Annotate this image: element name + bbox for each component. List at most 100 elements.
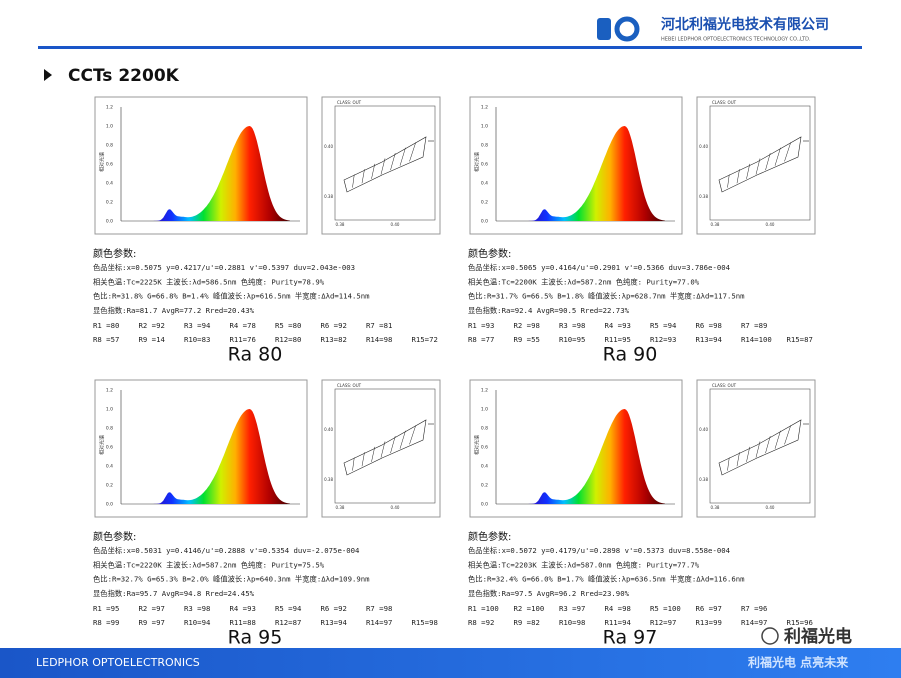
cri-value: R12=93 [650,335,676,344]
cri-value: R2 =98 [514,321,540,330]
cie-hatch [746,163,750,179]
cri-value: R4 =93 [230,604,256,613]
cie-x-tick: 0.38 [711,222,720,227]
params-heading: 颜色参数: [93,247,136,260]
caption: Ra 95 [228,627,283,649]
cri-value: R5 =94 [275,604,302,613]
cri-value: R7 =98 [366,604,392,613]
cie-x-tick: 0.40 [391,222,400,227]
cri-value: R15=98 [412,618,438,627]
cie-y-tick: 0.38 [699,194,708,199]
cie-hatch [361,169,365,184]
cri-value: R4 =93 [605,321,631,330]
cie-label: CLASS: OUT [712,100,737,105]
param-line: 色比:R=31.7% G=66.5% B=1.8% 峰值波长:λp=628.7n… [468,292,745,301]
cri-value: R14=98 [366,335,392,344]
cie-hatch [409,425,416,445]
spectrum [521,126,665,221]
logo [597,16,640,42]
cri-value: R6 =98 [696,321,722,330]
cri-value: R13=94 [696,335,723,344]
y-tick-label: 0.6 [481,445,488,451]
cie-x-tick: 0.38 [336,222,345,227]
wechat-icon [761,627,779,645]
param-line: 显色指数:Ra=97.5 AvgR=96.2 Rred=23.90% [468,589,630,598]
cie-hatch [361,452,365,467]
cri-value: R8 =57 [93,335,119,344]
param-line: 色品坐标:x=0.5031 y=0.4146/u'=0.2888 v'=0.53… [93,546,360,555]
caption: Ra 80 [228,344,283,366]
cie-band [718,136,802,193]
cri-value: R1 =80 [93,321,119,330]
y-axis-label: 相对光谱 [99,152,106,172]
cie-y-tick: 0.38 [699,477,708,482]
cie-x-tick: 0.38 [336,505,345,510]
param-line: 相关色温:Tc=2220K 主波长:λd=587.2nm 色纯度: Purity… [93,560,325,569]
spectrum [146,409,290,504]
y-tick-label: 0.2 [106,200,113,206]
cri-value: R13=94 [321,618,348,627]
cri-value: R8 =92 [468,618,494,627]
slide-title: CCTs 2200K [68,66,180,86]
cie-x-tick: 0.38 [711,505,720,510]
cri-value: R10=94 [184,618,211,627]
caption: Ra 97 [603,627,658,649]
cri-value: R14=100 [741,335,772,344]
param-line: 显色指数:Ra=81.7 AvgR=77.2 Rred=20.43% [93,306,255,315]
cie-hatch [380,158,386,175]
footer-bar [0,648,901,678]
footer-slogan: 利福光电 点亮未来 [748,655,849,670]
y-tick-label: 0.8 [481,426,488,432]
cie-plot [334,388,436,504]
cie-hatch [371,163,375,179]
cri-value: R1 =100 [468,604,499,613]
y-tick-label: 0.8 [481,143,488,149]
y-tick-label: 1.2 [481,105,488,111]
cri-value: R3 =98 [184,604,210,613]
cri-value: R10=98 [559,618,585,627]
cri-value: R1 =93 [468,321,494,330]
cri-value: R13=82 [321,335,347,344]
cie-band [343,136,427,193]
wechat-name: 利福光电 [784,626,852,647]
param-line: 色品坐标:x=0.5075 y=0.4217/u'=0.2881 v'=0.53… [93,263,355,272]
param-line: 相关色温:Tc=2200K 主波长:λd=587.2nm 色纯度: Purity… [468,277,700,286]
cri-value: R7 =81 [366,321,392,330]
y-tick-label: 0.8 [106,143,113,149]
cri-value: R4 =78 [230,321,256,330]
y-axis-label: 相对光谱 [474,152,481,172]
cie-hatch [399,147,406,166]
y-tick-label: 0.2 [481,200,488,206]
cri-value: R2 =97 [139,604,165,613]
cie-box [321,96,441,235]
cie-box [696,379,816,518]
param-line: 色品坐标:x=0.5065 y=0.4164/u'=0.2901 v'=0.53… [468,263,731,272]
cie-x-tick: 0.40 [391,505,400,510]
y-tick-label: 0.2 [481,483,488,489]
cri-value: R7 =96 [741,604,767,613]
y-axis-label: 相对光谱 [474,435,481,455]
param-line: 色品坐标:x=0.5072 y=0.4179/u'=0.2898 v'=0.53… [468,546,731,555]
y-tick-label: 1.2 [106,388,113,394]
cri-value: R2 =92 [139,321,165,330]
params-heading: 颜色参数: [468,530,511,543]
y-tick-label: 1.2 [481,388,488,394]
y-tick-label: 0.2 [106,483,113,489]
cie-hatch [774,147,781,166]
cie-plot [709,105,811,221]
caption: Ra 90 [603,344,658,366]
y-tick-label: 1.0 [106,407,113,413]
spectrum [521,409,665,504]
cri-value: R4 =98 [605,604,631,613]
cie-x-tick: 0.40 [766,222,775,227]
cri-value: R11=76 [230,335,256,344]
cri-value: R3 =94 [184,321,211,330]
cie-x-tick: 0.40 [766,505,775,510]
cie-y-tick: 0.40 [699,427,708,432]
params-heading: 颜色参数: [468,247,511,260]
cie-plot [334,105,436,221]
cri-value: R8 =77 [468,335,494,344]
cri-value: R12=97 [650,618,676,627]
param-line: 相关色温:Tc=2225K 主波长:λd=586.5nm 色纯度: Purity… [93,277,325,286]
cri-value: R5 =100 [650,604,681,613]
